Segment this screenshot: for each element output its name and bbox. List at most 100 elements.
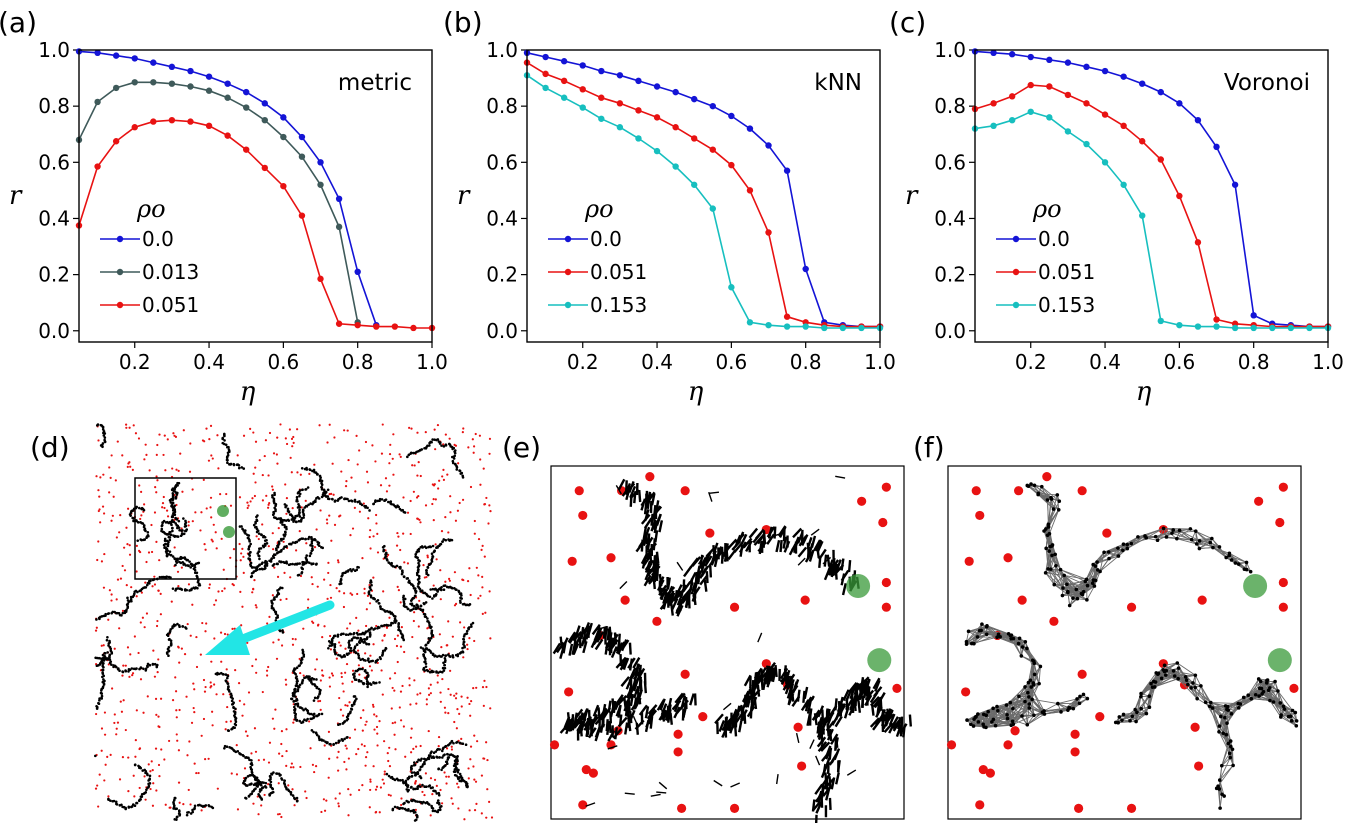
agent: [359, 680, 363, 683]
velocity-arrow: [643, 574, 652, 587]
obstacle: [239, 559, 242, 562]
agent: [117, 667, 120, 670]
obstacle: [191, 488, 194, 491]
agent: [250, 792, 254, 796]
obstacle: [241, 714, 244, 717]
obstacle: [242, 571, 245, 574]
agent: [421, 647, 425, 650]
agent: [285, 527, 288, 531]
obstacle: [321, 674, 324, 677]
obstacle: [447, 687, 450, 691]
network-edge: [1053, 494, 1058, 510]
velocity-arrow: [615, 658, 626, 669]
agent: [339, 633, 343, 636]
obstacle: [443, 771, 446, 774]
agent: [444, 764, 447, 767]
obstacle: [272, 641, 275, 644]
velocity-arrow: [646, 538, 651, 551]
data-point: [746, 125, 754, 132]
velocity-arrow: [658, 781, 668, 790]
velocity-arrow: [703, 579, 708, 592]
obstacle: [274, 708, 277, 711]
agent: [95, 618, 98, 621]
data-point: [150, 79, 157, 86]
obstacle: [189, 634, 192, 637]
agent: [353, 645, 357, 648]
agent: [392, 503, 395, 506]
agent: [458, 775, 462, 779]
obstacle: [100, 560, 104, 563]
obstacle: [215, 547, 218, 550]
agent: [295, 514, 299, 518]
data-point: [205, 122, 213, 130]
velocity-arrow: [864, 694, 873, 707]
agent: [311, 682, 314, 686]
data-point: [1231, 324, 1239, 332]
obstacle: [182, 429, 185, 432]
obstacle: [456, 509, 460, 512]
y-axis-label: r: [457, 181, 471, 211]
velocity-arrow: [712, 542, 719, 555]
obstacle: [480, 548, 483, 551]
obstacle: [289, 766, 293, 769]
obstacle: [793, 722, 803, 732]
obstacle: [417, 625, 420, 628]
obstacle: [174, 676, 177, 679]
agent: [431, 438, 434, 441]
agent: [341, 739, 345, 742]
obstacle: [469, 758, 472, 761]
velocity-arrow: [646, 708, 656, 720]
obstacle: [428, 668, 431, 671]
obstacle: [645, 471, 655, 482]
obstacle: [160, 748, 163, 751]
velocity-arrow: [650, 793, 661, 797]
obstacle: [458, 501, 461, 505]
agent: [304, 537, 307, 541]
agent: [127, 668, 131, 671]
agent: [410, 771, 414, 774]
obstacle: [455, 727, 458, 730]
data-point: [765, 142, 772, 149]
obstacle: [468, 637, 471, 640]
velocity-arrow: [774, 664, 778, 678]
obstacle: [223, 632, 227, 636]
obstacle: [574, 486, 584, 496]
agent: [412, 451, 415, 455]
agent: [418, 785, 422, 788]
data-point: [728, 284, 735, 291]
obstacle: [135, 570, 138, 573]
obstacle: [361, 557, 364, 560]
obstacle: [144, 443, 147, 446]
agent: [296, 689, 300, 693]
obstacle: [381, 778, 384, 781]
obstacle: [175, 709, 178, 712]
agent: [307, 537, 310, 541]
obstacle: [403, 561, 406, 564]
obstacle: [1095, 712, 1105, 722]
agent: [436, 546, 439, 549]
agent: [366, 685, 369, 689]
obstacle: [485, 816, 488, 819]
agent: [387, 774, 391, 778]
obstacle: [156, 443, 159, 447]
obstacle: [351, 527, 355, 530]
obstacle: [133, 635, 136, 638]
obstacle: [190, 721, 194, 724]
agent: [98, 617, 101, 621]
obstacle: [210, 454, 213, 457]
obstacle: [174, 435, 178, 438]
velocity-arrow: [818, 555, 822, 569]
obstacle: [216, 787, 219, 790]
obstacle: [97, 439, 100, 442]
obstacle: [331, 674, 335, 677]
agent: [380, 654, 384, 657]
obstacle: [364, 764, 367, 767]
velocity-arrow: [666, 710, 672, 723]
agent: [230, 699, 234, 703]
agent: [254, 521, 257, 525]
agent: [232, 462, 236, 466]
obstacle: [317, 700, 320, 703]
agent: [442, 754, 445, 757]
obstacle: [448, 437, 451, 440]
obstacle: [410, 727, 413, 730]
